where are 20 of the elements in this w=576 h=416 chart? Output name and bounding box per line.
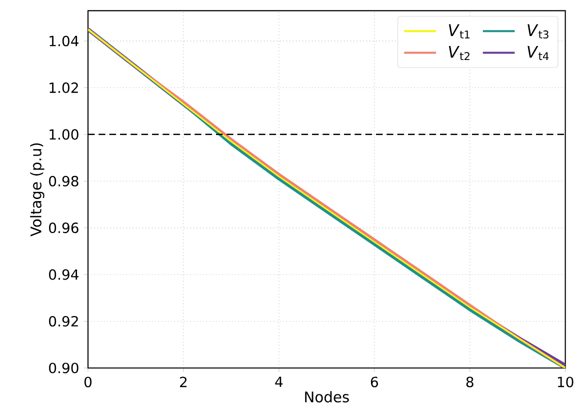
y-tick-label: 1.04 [50, 36, 78, 46]
y-tick-label: 0.92 [49, 316, 78, 327]
x-tick-label: 0 [84, 376, 92, 388]
legend-label: V$_{t3}$ [528, 24, 548, 38]
y-tick-label: 1.00 [50, 129, 78, 140]
legend-label: V$_{t4}$ [528, 46, 549, 60]
x-tick-label: 6 [370, 376, 378, 388]
y-tick-label: 0.90 [49, 362, 78, 374]
legend-label: V$_{t1}$ [448, 24, 470, 38]
x-tick-label: 2 [180, 376, 187, 388]
x-axis-title: Nodes [305, 391, 349, 402]
x-tick-label: 8 [466, 376, 474, 388]
y-tick-label: 0.98 [49, 176, 78, 186]
legend-label: V$_{t2}$ [448, 46, 470, 60]
x-tick-label: 10 [558, 376, 574, 388]
y-tick-label: 1.02 [50, 82, 78, 94]
y-tick-label: 0.96 [49, 222, 78, 234]
y-axis-title: Voltage (p.u) [30, 143, 44, 236]
x-tick-label: 4 [275, 376, 283, 387]
y-tick-label: 0.94 [49, 269, 78, 280]
